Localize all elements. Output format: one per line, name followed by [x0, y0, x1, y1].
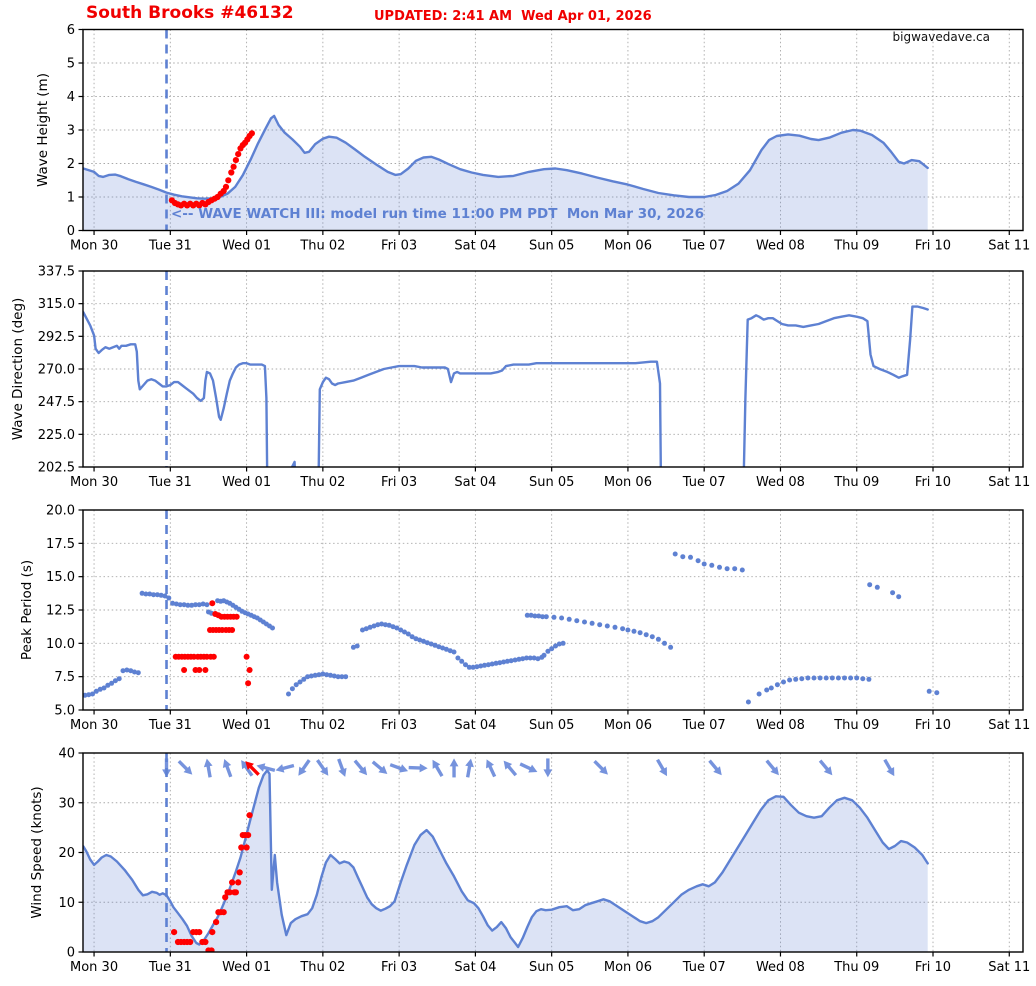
svg-text:17.5: 17.5: [46, 537, 75, 552]
svg-text:Wave Direction (deg): Wave Direction (deg): [10, 298, 26, 441]
svg-text:12.5: 12.5: [46, 604, 75, 619]
svg-text:Tue 07: Tue 07: [682, 718, 726, 733]
model-run-annotation: <-- WAVE WATCH III: model run time 11:00…: [171, 206, 704, 222]
svg-text:10: 10: [58, 896, 75, 911]
svg-text:40: 40: [58, 747, 75, 762]
svg-text:Mon 06: Mon 06: [604, 718, 652, 733]
svg-text:Wed 08: Wed 08: [756, 239, 805, 254]
svg-text:Thu 02: Thu 02: [299, 475, 345, 490]
svg-text:1: 1: [67, 191, 75, 206]
updated-timestamp: UPDATED: 2:41 AM Wed Apr 01, 2026: [374, 9, 652, 24]
svg-text:0: 0: [67, 946, 75, 961]
svg-text:225.0: 225.0: [38, 428, 75, 443]
svg-text:Mon 06: Mon 06: [604, 960, 652, 975]
svg-text:Wed 08: Wed 08: [756, 718, 805, 733]
svg-text:Wave Height (m): Wave Height (m): [35, 73, 51, 187]
svg-text:Thu 02: Thu 02: [299, 960, 345, 975]
peak-period-panel: Mon 30 Tue 31 Wed 01 Thu 02 Fri 03 Sat 04 Sun …: [19, 504, 1030, 734]
svg-text:Wed 01: Wed 01: [222, 960, 271, 975]
svg-text:292.5: 292.5: [38, 330, 75, 345]
watermark-link: bigwavedave.ca: [892, 30, 990, 44]
svg-text:Thu 02: Thu 02: [299, 718, 345, 733]
svg-text:20: 20: [58, 846, 75, 861]
svg-text:Mon 30: Mon 30: [70, 718, 118, 733]
svg-text:Wind Speed (knots): Wind Speed (knots): [29, 786, 45, 918]
svg-text:Fri 10: Fri 10: [915, 718, 951, 733]
svg-text:7.5: 7.5: [54, 670, 75, 685]
page-title: South Brooks #46132: [86, 3, 294, 23]
svg-text:Sat 11: Sat 11: [988, 475, 1030, 490]
svg-text:Tue 07: Tue 07: [682, 960, 726, 975]
svg-text:Mon 30: Mon 30: [70, 239, 118, 254]
svg-text:Sat 11: Sat 11: [988, 960, 1030, 975]
svg-text:Mon 30: Mon 30: [70, 960, 118, 975]
svg-text:Sun 05: Sun 05: [529, 718, 574, 733]
svg-text:Tue 07: Tue 07: [682, 475, 726, 490]
svg-text:Thu 09: Thu 09: [833, 239, 879, 254]
svg-text:Fri 03: Fri 03: [381, 475, 417, 490]
svg-text:Mon 06: Mon 06: [604, 239, 652, 254]
svg-text:Peak Period (s): Peak Period (s): [19, 560, 35, 660]
svg-text:Tue 31: Tue 31: [148, 960, 192, 975]
svg-text:Mon 30: Mon 30: [70, 475, 118, 490]
svg-text:Fri 10: Fri 10: [915, 960, 951, 975]
wind-speed-panel: Mon 30 Tue 31 Wed 01 Thu 02 Fri 03 Sat 04 Sun …: [29, 747, 1030, 976]
svg-text:315.0: 315.0: [38, 297, 75, 312]
svg-text:2: 2: [67, 157, 75, 172]
svg-text:15.0: 15.0: [46, 570, 75, 585]
svg-text:Thu 09: Thu 09: [833, 718, 879, 733]
svg-text:Tue 31: Tue 31: [148, 475, 192, 490]
svg-text:Fri 10: Fri 10: [915, 239, 951, 254]
svg-text:5: 5: [67, 57, 75, 72]
svg-text:10.0: 10.0: [46, 637, 75, 652]
svg-text:Wed 01: Wed 01: [222, 239, 271, 254]
svg-text:Sat 11: Sat 11: [988, 239, 1030, 254]
wave-direction-panel: Mon 30 Tue 31 Wed 01 Thu 02 Fri 03 Sat 04 Sun …: [10, 265, 1030, 491]
wave-height-panel: Mon 30 Tue 31 Wed 01 Thu 02 Fri 03 Sat 04 Sun …: [35, 23, 1030, 254]
svg-text:Fri 03: Fri 03: [381, 960, 417, 975]
svg-text:Wed 08: Wed 08: [756, 960, 805, 975]
svg-text:20.0: 20.0: [46, 504, 75, 519]
svg-text:6: 6: [67, 23, 75, 38]
svg-text:270.0: 270.0: [38, 363, 75, 378]
svg-text:337.5: 337.5: [38, 265, 75, 280]
svg-text:Sat 04: Sat 04: [454, 239, 496, 254]
svg-text:0: 0: [67, 224, 75, 239]
svg-text:247.5: 247.5: [38, 395, 75, 410]
svg-text:30: 30: [58, 796, 75, 811]
svg-text:Thu 09: Thu 09: [833, 475, 879, 490]
svg-text:Wed 08: Wed 08: [756, 475, 805, 490]
svg-text:Fri 10: Fri 10: [915, 475, 951, 490]
svg-text:Sun 05: Sun 05: [529, 239, 574, 254]
svg-text:Wed 01: Wed 01: [222, 475, 271, 490]
svg-text:4: 4: [67, 90, 75, 105]
svg-text:Sat 04: Sat 04: [454, 475, 496, 490]
svg-text:Sun 05: Sun 05: [529, 960, 574, 975]
svg-text:Sat 04: Sat 04: [454, 718, 496, 733]
svg-text:Fri 03: Fri 03: [381, 239, 417, 254]
svg-text:Fri 03: Fri 03: [381, 718, 417, 733]
svg-text:Wed 01: Wed 01: [222, 718, 271, 733]
svg-text:Sat 11: Sat 11: [988, 718, 1030, 733]
svg-text:3: 3: [67, 124, 75, 139]
svg-text:Sat 04: Sat 04: [454, 960, 496, 975]
svg-text:Tue 31: Tue 31: [148, 718, 192, 733]
svg-text:Tue 07: Tue 07: [682, 239, 726, 254]
svg-text:Mon 06: Mon 06: [604, 475, 652, 490]
svg-text:Thu 02: Thu 02: [299, 239, 345, 254]
svg-text:Thu 09: Thu 09: [833, 960, 879, 975]
svg-text:Tue 31: Tue 31: [148, 239, 192, 254]
svg-text:5.0: 5.0: [54, 704, 75, 719]
svg-text:202.5: 202.5: [38, 461, 75, 476]
svg-text:Sun 05: Sun 05: [529, 475, 574, 490]
